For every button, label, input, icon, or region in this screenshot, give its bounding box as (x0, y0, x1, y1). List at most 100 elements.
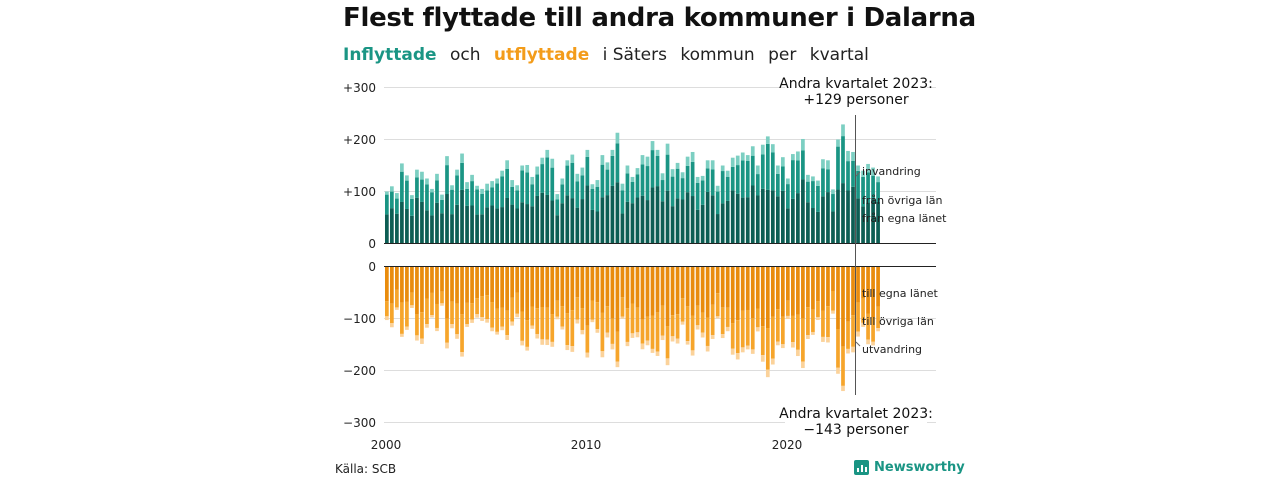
bar-in-other-counties (765, 143, 770, 190)
bar-out-other-counties (460, 314, 464, 353)
bar-in-immigration (806, 174, 810, 182)
bar-in-other-counties (796, 160, 800, 194)
bar-out-other-counties (565, 313, 570, 346)
bar-out-other-counties (630, 303, 635, 334)
bar-in-other-counties (515, 190, 520, 209)
bar-out-emigration (775, 341, 780, 346)
bar-in-own-county (510, 204, 515, 244)
bar-in-own-county (665, 190, 670, 244)
bar-out-own-county (836, 266, 840, 330)
bar-in-other-counties (390, 191, 394, 209)
bar-out-emigration (625, 341, 630, 347)
bar-in-other-counties (585, 156, 590, 186)
bar-in-immigration (715, 185, 720, 192)
bar-in-other-counties (700, 180, 705, 205)
bar-in-other-counties (520, 170, 525, 203)
bar-in-other-counties (610, 155, 615, 186)
bar-out-own-county (405, 266, 409, 302)
bar-out-emigration (590, 319, 595, 323)
bar-in-immigration (565, 160, 570, 166)
bar-out-other-counties (700, 312, 705, 333)
bar-in-immigration (675, 162, 680, 169)
bar-out-other-counties (515, 292, 520, 314)
bar-out-other-counties (740, 310, 745, 348)
bar-in-other-counties (490, 187, 494, 206)
bar-in-own-county (480, 214, 484, 244)
bar-in-other-counties (710, 169, 715, 196)
bar-in-immigration (740, 152, 745, 161)
bar-out-other-counties (685, 306, 690, 342)
bar-out-own-county (755, 266, 760, 309)
subtitle-and-word: och (449, 45, 481, 65)
bar-in-immigration (700, 175, 705, 181)
bar-in-own-county (435, 202, 439, 244)
bar-in-own-county (775, 196, 780, 244)
bar-out-emigration (515, 313, 520, 318)
newsworthy-logo-text: Newsworthy (874, 460, 965, 475)
bar-out-other-counties (595, 302, 600, 330)
bar-in-own-county (515, 208, 520, 244)
bar-in-immigration (520, 165, 525, 171)
bar-in-own-county (740, 197, 745, 244)
bar-out-own-county (485, 266, 489, 296)
bar-in-immigration (480, 188, 484, 195)
bar-in-immigration (455, 169, 459, 176)
bar-in-other-counties (856, 170, 860, 199)
bar-in-own-county (695, 209, 700, 244)
bar-in-immigration (605, 162, 610, 170)
bar-out-other-counties (455, 303, 459, 335)
subtitle-inflow-word: Inflyttade (343, 45, 437, 65)
bar-out-other-counties (615, 331, 620, 362)
bar-in-immigration (620, 183, 625, 191)
bar-in-immigration (705, 160, 710, 169)
bar-out-other-counties (635, 307, 640, 333)
bar-out-emigration (861, 322, 865, 327)
bar-out-emigration (505, 335, 510, 340)
bar-in-other-counties (775, 173, 780, 197)
bar-out-emigration (565, 345, 570, 351)
bar-in-immigration (465, 182, 469, 189)
bar-out-own-county (585, 266, 590, 326)
bar-out-own-county (625, 266, 630, 309)
bar-out-own-county (580, 266, 585, 309)
bar-out-own-county (780, 266, 785, 317)
bar-in-immigration (836, 139, 840, 147)
bar-in-other-counties (580, 175, 585, 200)
bar-out-other-counties (555, 300, 560, 317)
bar-in-own-county (550, 200, 555, 244)
bar-in-own-county (595, 211, 600, 244)
bar-in-other-counties (690, 161, 695, 197)
bar-in-immigration (630, 176, 635, 182)
bar-in-other-counties (450, 189, 454, 215)
bar-out-other-counties (625, 308, 630, 342)
bar-out-emigration (740, 347, 745, 353)
bar-in-own-county (585, 185, 590, 244)
outflow-bars (385, 266, 880, 392)
bar-in-other-counties (720, 171, 725, 204)
bar-out-other-counties (851, 315, 855, 347)
bar-in-other-counties (535, 174, 540, 196)
bar-out-own-county (720, 266, 725, 308)
bar-out-emigration (710, 335, 715, 339)
bar-out-other-counties (395, 289, 399, 308)
bar-out-emigration (826, 337, 830, 343)
bar-in-own-county (866, 202, 870, 244)
bar-out-own-county (770, 266, 775, 317)
bar-in-immigration (415, 169, 419, 178)
bar-in-immigration (670, 169, 675, 177)
bar-in-own-county (630, 203, 635, 244)
bar-in-other-counties (715, 191, 720, 215)
bar-out-own-county (450, 266, 454, 302)
label-pointer-utvandring (855, 341, 861, 347)
bar-in-immigration (796, 151, 800, 161)
chart-gridlines (384, 87, 936, 423)
bar-out-own-county (435, 266, 439, 304)
bar-in-other-counties (425, 184, 429, 211)
y-tick-bottom-0: 0 (368, 260, 376, 274)
bar-in-other-counties (740, 160, 745, 198)
bar-in-immigration (685, 156, 690, 166)
bar-in-own-county (535, 195, 540, 244)
bar-in-own-county (806, 202, 810, 244)
bar-in-other-counties (455, 175, 459, 205)
bar-in-other-counties (780, 166, 785, 191)
